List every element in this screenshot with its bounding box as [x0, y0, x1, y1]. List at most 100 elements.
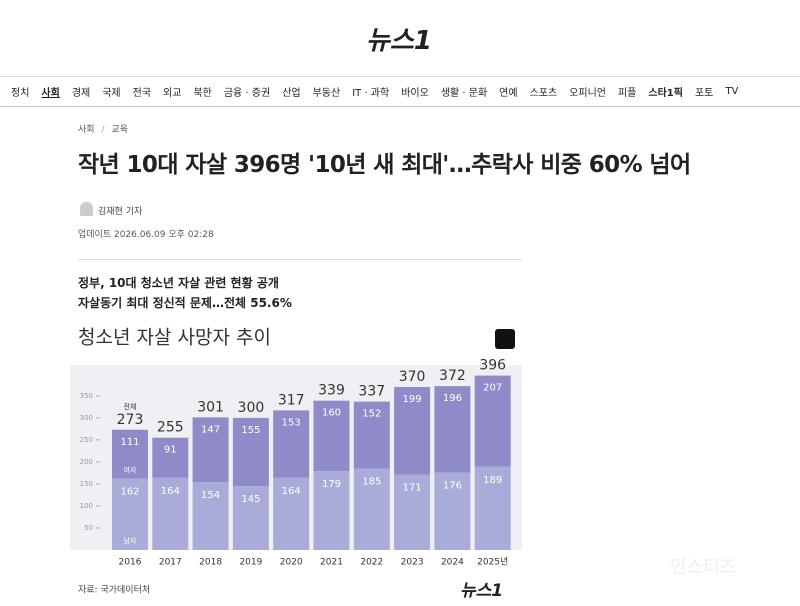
y-tick-label: 100: [80, 502, 93, 510]
nav-item[interactable]: 산업: [282, 88, 301, 99]
bar-segment: [394, 387, 431, 475]
author[interactable]: 김재현 기자: [98, 207, 143, 217]
bar-segment: [232, 417, 269, 487]
bar-segment: [313, 400, 350, 472]
x-tick-label: 2021: [320, 558, 343, 568]
nav-item[interactable]: 스타1픽: [648, 88, 683, 99]
author-icon: [80, 202, 93, 216]
y-tick-label: 150: [80, 480, 93, 488]
nav-item[interactable]: IT · 과학: [352, 88, 390, 99]
nav-item[interactable]: 피플: [617, 88, 637, 99]
total-label: 273: [117, 412, 144, 428]
nav-item[interactable]: TV: [725, 86, 739, 97]
bar-segment: [232, 486, 269, 550]
total-label: 337: [358, 384, 385, 400]
bar-segment: [152, 477, 189, 550]
nav-item[interactable]: 정치: [11, 88, 30, 99]
total-label: 317: [278, 392, 305, 408]
value-label: 176: [443, 480, 462, 491]
value-label: 155: [241, 425, 260, 436]
nav-item[interactable]: 오피니언: [569, 88, 606, 99]
article-title: 작년 10대 자살 396명 '10년 새 최대'…추락사 비중 60% 넘어: [78, 152, 691, 178]
x-tick-label: 2017: [159, 558, 182, 568]
series-label: 남자: [124, 536, 137, 545]
total-label: 339: [318, 383, 345, 399]
breadcrumb-item[interactable]: 사회: [78, 125, 95, 135]
nav-bar: 정치 사회 경제 국제 전국 외교 북한 금융 · 증권 산업 부동산 IT · 과학 바이오 생활 ·…: [0, 76, 800, 107]
bar-segment: [273, 477, 310, 550]
value-label: 207: [483, 383, 502, 394]
chart-logo: 뉴스1: [460, 581, 503, 601]
nav-item[interactable]: 포토: [694, 88, 714, 99]
bar-segment: [474, 375, 511, 467]
bar-segment: [112, 478, 148, 550]
value-label: 164: [282, 486, 301, 497]
y-tick-label: 200: [80, 458, 93, 466]
total-label: 300: [238, 400, 265, 416]
bar-segment: [353, 468, 390, 550]
x-tick-label: 2020: [280, 558, 303, 568]
y-tick-label: 250: [80, 436, 93, 444]
value-label: 179: [322, 479, 341, 490]
bar-segment: [152, 437, 189, 478]
nav-item[interactable]: 스포츠: [529, 88, 558, 99]
nav-item[interactable]: 북한: [193, 88, 212, 99]
bar-segment: [313, 471, 350, 550]
bar-segment: [394, 474, 431, 550]
bar-segment: [112, 429, 148, 479]
value-label: 189: [483, 475, 502, 486]
chart-title: 청소년 자살 사망자 추이: [78, 327, 271, 349]
bar-segment: [353, 401, 390, 469]
bar-segment: [273, 410, 310, 478]
nav-item[interactable]: 부동산: [312, 88, 341, 99]
y-tick-label: 350: [80, 392, 93, 400]
updated: 업데이트 2026.06.09 오후 02:28: [78, 230, 214, 240]
value-label: 147: [201, 424, 220, 435]
expand-button[interactable]: [495, 329, 515, 349]
bar-segment: [474, 466, 511, 550]
value-label: 171: [403, 483, 422, 494]
bar-segment: [434, 386, 471, 473]
x-tick-label: 2024: [441, 558, 464, 568]
value-label: 164: [161, 486, 180, 497]
source: 자료: 국가데이터처: [78, 584, 150, 596]
value-label: 91: [164, 445, 177, 456]
x-tick-label: 2022: [360, 558, 383, 568]
subhead: 정부, 10대 청소년 자살 관련 현황 공개: [78, 276, 279, 290]
value-label: 154: [201, 490, 220, 501]
y-tick-label: 50: [84, 524, 93, 532]
bar-segment: [192, 417, 229, 483]
subheads: 정부, 10대 청소년 자살 관련 현황 공개 자살동기 최대 정신적 문제…전…: [78, 273, 292, 313]
total-label: 301: [197, 399, 224, 415]
bar-segment: [434, 472, 471, 550]
total-label: 396: [479, 358, 506, 374]
nav-item[interactable]: 전국: [132, 88, 152, 99]
separator: /: [101, 125, 105, 135]
series-label: 여자: [124, 466, 137, 475]
y-tick-label: 300: [80, 414, 93, 422]
divider: [78, 259, 522, 260]
nav-item[interactable]: 사회: [41, 88, 60, 99]
value-label: 185: [362, 477, 381, 488]
value-label: 152: [362, 409, 381, 420]
breadcrumb-item[interactable]: 교육: [111, 125, 128, 135]
total-label: 255: [157, 420, 184, 436]
nav-item[interactable]: 연예: [499, 88, 518, 99]
value-label: 111: [120, 437, 139, 448]
value-label: 162: [120, 487, 139, 498]
nav-item[interactable]: 경제: [71, 88, 91, 99]
nav-item[interactable]: 국제: [102, 88, 121, 99]
nav-item[interactable]: 생활 · 문화: [440, 88, 488, 99]
nav-item[interactable]: 외교: [163, 88, 182, 99]
total-name: 전체: [124, 402, 137, 411]
x-tick-label: 2025년: [477, 557, 508, 568]
header: 뉴스1: [0, 0, 800, 76]
breadcrumb: 사회 / 교육: [78, 122, 128, 135]
total-label: 372: [439, 368, 466, 384]
nav-item[interactable]: 금융 · 증권: [223, 88, 271, 99]
bar-segment: [192, 482, 229, 550]
nav-item[interactable]: 바이오: [401, 88, 429, 99]
logo[interactable]: 뉴스1: [366, 26, 432, 56]
